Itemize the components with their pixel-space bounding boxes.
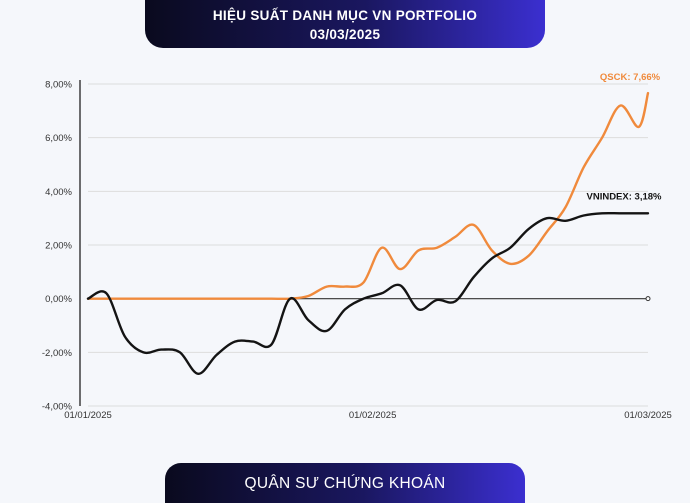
brand-banner: QUÂN SƯ CHỨNG KHOÁN	[165, 463, 525, 503]
x-tick-label: 01/03/2025	[624, 410, 672, 421]
chart-title-banner: HIỆU SUẤT DANH MỤC VN PORTFOLIO 03/03/20…	[145, 0, 545, 48]
series-line-qsck	[86, 91, 650, 301]
x-tick-label: 01/01/2025	[64, 410, 112, 421]
chart-title: HIỆU SUẤT DANH MỤC VN PORTFOLIO	[212, 8, 478, 23]
y-tick-label: -2,00%	[42, 348, 73, 359]
y-tick-label: 8,00%	[45, 80, 72, 91]
series-label-vnindex: VNINDEX: 3,18%	[587, 191, 663, 202]
y-tick-label: 4,00%	[45, 187, 72, 198]
y-tick-label: -4,00%	[42, 402, 73, 413]
x-tick-label: 01/02/2025	[349, 410, 397, 421]
series-label-qsck: QSCK: 7,66%	[600, 72, 661, 83]
y-tick-label: 6,00%	[45, 133, 72, 144]
brand-name: QUÂN SƯ CHỨNG KHOÁN	[244, 475, 446, 492]
chart-date: 03/03/2025	[309, 27, 381, 42]
y-tick-label: 2,00%	[45, 241, 72, 252]
y-tick-label: 0,00%	[45, 294, 72, 305]
series-line-vnindex	[86, 211, 650, 375]
zero-baseline-end-marker	[645, 296, 651, 302]
